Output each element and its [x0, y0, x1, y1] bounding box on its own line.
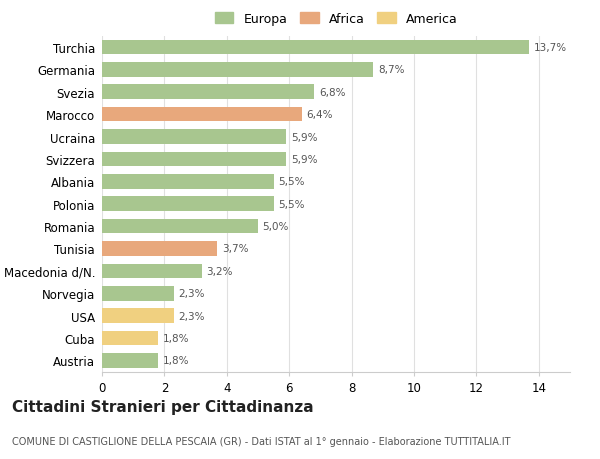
Bar	[102, 41, 529, 55]
Text: 3,2%: 3,2%	[206, 266, 233, 276]
Bar	[102, 353, 158, 368]
Bar	[102, 219, 258, 234]
Text: 5,0%: 5,0%	[263, 222, 289, 232]
Text: 6,8%: 6,8%	[319, 88, 346, 98]
Bar	[102, 85, 314, 100]
Text: 5,9%: 5,9%	[291, 155, 317, 165]
Text: 5,5%: 5,5%	[278, 199, 305, 209]
Text: 13,7%: 13,7%	[534, 43, 567, 53]
Bar	[102, 197, 274, 212]
Text: 5,5%: 5,5%	[278, 177, 305, 187]
Bar	[102, 63, 373, 78]
Text: 6,4%: 6,4%	[307, 110, 333, 120]
Bar	[102, 286, 174, 301]
Bar	[102, 264, 202, 279]
Bar	[102, 130, 286, 145]
Text: 2,3%: 2,3%	[178, 289, 205, 299]
Text: 1,8%: 1,8%	[163, 356, 190, 366]
Text: 8,7%: 8,7%	[378, 65, 404, 75]
Text: 1,8%: 1,8%	[163, 333, 190, 343]
Legend: Europa, Africa, America: Europa, Africa, America	[215, 13, 457, 26]
Bar	[102, 242, 217, 256]
Bar	[102, 152, 286, 167]
Text: Cittadini Stranieri per Cittadinanza: Cittadini Stranieri per Cittadinanza	[12, 399, 314, 414]
Text: 2,3%: 2,3%	[178, 311, 205, 321]
Bar	[102, 175, 274, 189]
Text: COMUNE DI CASTIGLIONE DELLA PESCAIA (GR) - Dati ISTAT al 1° gennaio - Elaborazio: COMUNE DI CASTIGLIONE DELLA PESCAIA (GR)…	[12, 436, 511, 446]
Bar	[102, 108, 302, 122]
Text: 5,9%: 5,9%	[291, 132, 317, 142]
Bar	[102, 309, 174, 323]
Text: 3,7%: 3,7%	[222, 244, 248, 254]
Bar	[102, 331, 158, 346]
